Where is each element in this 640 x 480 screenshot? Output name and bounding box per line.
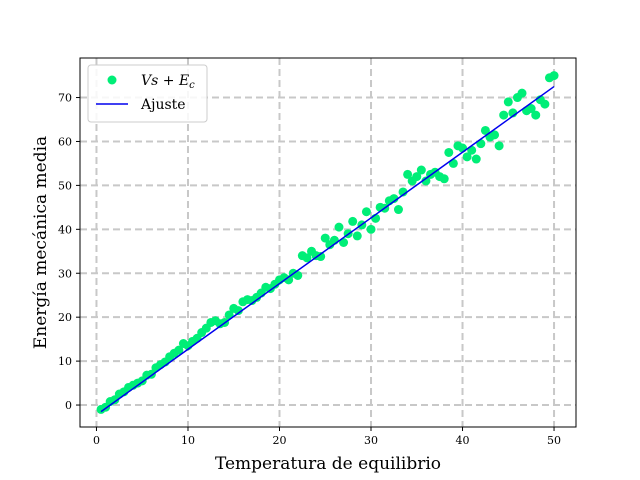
ticks: 0 10 20 30 40 50 0 10 20 30 40 50 60 70 <box>58 92 561 447</box>
data-point <box>421 176 431 186</box>
plot-series <box>96 71 559 414</box>
data-point <box>361 207 371 217</box>
data-point <box>439 174 449 184</box>
y-tick-label: 0 <box>65 399 72 412</box>
data-point <box>174 345 184 355</box>
x-tick-label: 0 <box>93 434 100 447</box>
data-point <box>403 169 413 179</box>
fit-line <box>100 85 555 413</box>
legend-label-fit: Ajuste <box>140 97 186 113</box>
data-point <box>462 152 472 162</box>
plot-frame <box>79 57 577 428</box>
data-point <box>517 88 527 98</box>
y-tick-label: 50 <box>58 179 72 192</box>
x-tick-label: 20 <box>272 434 286 447</box>
x-tick-label: 50 <box>547 434 561 447</box>
x-tick-label: 30 <box>364 434 378 447</box>
data-point <box>302 253 312 263</box>
data-point <box>490 130 500 140</box>
data-point <box>320 233 330 243</box>
legend: Vs + Ec Ajuste <box>87 64 208 123</box>
data-point <box>471 154 481 164</box>
data-point <box>499 110 509 120</box>
data-point <box>348 216 358 226</box>
data-point <box>444 147 454 157</box>
data-point <box>366 224 376 234</box>
data-point <box>494 141 504 151</box>
data-point <box>480 125 490 135</box>
data-point <box>334 222 344 232</box>
data-point <box>398 187 408 197</box>
y-tick-label: 40 <box>58 223 72 236</box>
data-point <box>389 194 399 204</box>
data-point <box>540 99 550 109</box>
legend-label-points: Vs + Ec <box>141 73 195 91</box>
data-point <box>531 110 541 120</box>
legend-box <box>87 64 208 123</box>
x-tick-label: 40 <box>456 434 470 447</box>
data-point <box>284 275 294 285</box>
data-point <box>316 252 326 262</box>
x-axis-label: Temperatura de equilibrio <box>215 454 441 474</box>
x-tick-label: 10 <box>181 434 195 447</box>
data-point <box>416 165 426 175</box>
y-tick-label: 20 <box>58 311 72 324</box>
legend-marker-points <box>107 75 117 85</box>
y-tick-label: 70 <box>58 92 72 105</box>
data-point <box>458 143 468 153</box>
data-point <box>233 306 243 316</box>
data-point <box>393 205 403 215</box>
data-point <box>526 104 536 114</box>
grid <box>80 58 576 427</box>
data-point <box>549 71 559 81</box>
data-point <box>339 238 349 247</box>
y-tick-label: 30 <box>58 267 72 280</box>
y-axis-label: Energía mecánica media <box>31 136 51 349</box>
y-tick-label: 10 <box>58 355 72 368</box>
data-point <box>352 231 362 241</box>
data-point <box>412 172 422 182</box>
data-point <box>293 270 303 280</box>
data-point <box>503 97 513 107</box>
y-tick-label: 60 <box>58 135 72 148</box>
